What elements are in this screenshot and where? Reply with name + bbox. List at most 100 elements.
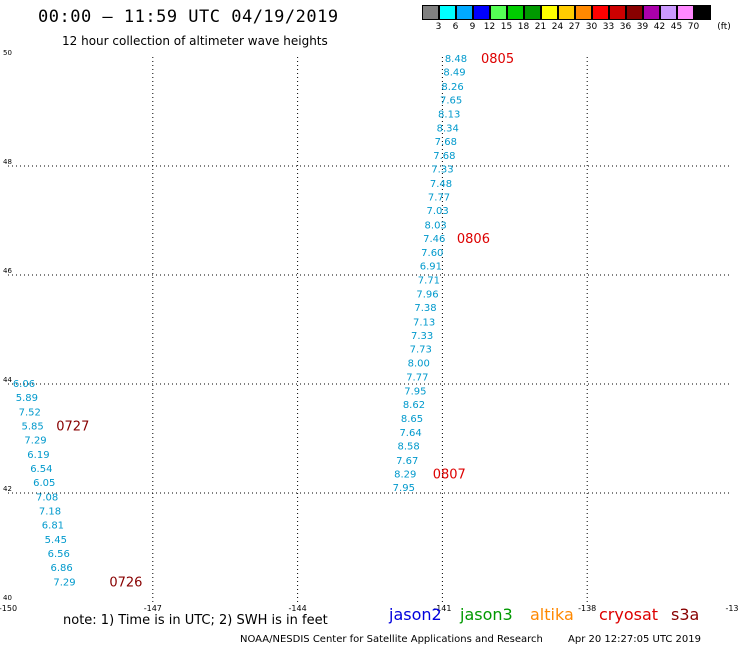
wave-height-value: 7.68 (433, 151, 455, 162)
pass-time-label: 0727 (56, 419, 89, 434)
wave-height-value: 5.45 (45, 535, 67, 546)
wave-height-value: 8.62 (403, 400, 425, 411)
scale-label: 39 (636, 22, 649, 32)
scale-swatch (541, 5, 558, 20)
x-tick-label: -138 (578, 604, 596, 613)
wave-height-value: 7.96 (416, 290, 438, 301)
wave-height-value: 7.77 (406, 372, 428, 383)
scale-swatch (660, 5, 677, 20)
wave-height-value: 7.65 (440, 96, 462, 107)
y-tick-label: 40 (3, 594, 12, 602)
wave-height-value: 8.58 (398, 442, 420, 453)
scale-swatch (558, 5, 575, 20)
wave-height-value: 8.34 (437, 123, 459, 134)
credit-text: NOAA/NESDIS Center for Satellite Applica… (240, 634, 543, 645)
x-tick-label: -150 (0, 604, 17, 613)
scale-swatch (439, 5, 456, 20)
pass-time-label: 0806 (457, 232, 490, 247)
scale-swatch (473, 5, 490, 20)
satellite-legend-altika: altika (530, 605, 574, 624)
scale-swatch (677, 5, 694, 20)
wave-height-value: 7.64 (399, 428, 421, 439)
wave-height-value: 7.46 (423, 234, 445, 245)
scale-label: 30 (585, 22, 598, 32)
satellite-legend-cryosat: cryosat (599, 605, 659, 624)
scale-label: 36 (619, 22, 632, 32)
scale-swatch (694, 5, 711, 20)
scale-swatch (422, 5, 439, 20)
scale-label: 70 (687, 22, 700, 32)
scale-swatch (609, 5, 626, 20)
scale-swatch (643, 5, 660, 20)
chart-title: 00:00 – 11:59 UTC 04/19/2019 (38, 7, 339, 27)
footnote: note: 1) Time is in UTC; 2) SWH is in fe… (63, 613, 328, 628)
wave-height-value: 6.54 (30, 464, 52, 475)
scale-swatch (524, 5, 541, 20)
wave-height-value: 5.85 (22, 421, 44, 432)
pass-time-label: 0805 (481, 52, 514, 67)
scale-swatch (507, 5, 524, 20)
scale-label: 45 (670, 22, 683, 32)
footer-credit: NOAA/NESDIS Center for Satellite Applica… (240, 634, 701, 645)
scale-label: 24 (551, 22, 564, 32)
scale-label: 6 (452, 22, 459, 32)
wave-height-value: 7.95 (393, 483, 415, 494)
chart-subtitle: 12 hour collection of altimeter wave hei… (62, 34, 328, 48)
scale-label: 3 (435, 22, 442, 32)
x-tick-label: -141 (433, 604, 451, 613)
satellite-legend-jason2: jason2 (389, 605, 442, 624)
wave-height-value: 6.06 (13, 379, 35, 390)
wave-height-value: 7.73 (410, 345, 432, 356)
scale-label: 33 (602, 22, 615, 32)
wave-height-value: 5.89 (16, 393, 38, 404)
x-tick-label: -147 (144, 604, 162, 613)
wave-height-value: 6.19 (27, 450, 49, 461)
scale-swatch (456, 5, 473, 20)
wave-height-value: 7.52 (19, 407, 41, 418)
wave-height-value: 7.33 (431, 165, 453, 176)
wave-height-value: 7.13 (413, 317, 435, 328)
wave-height-value: 7.68 (435, 137, 457, 148)
y-tick-label: 42 (3, 485, 12, 493)
wave-height-value: 7.77 (428, 193, 450, 204)
scale-label: 15 (500, 22, 513, 32)
scale-label: 27 (568, 22, 581, 32)
wave-height-value: 8.65 (401, 414, 423, 425)
scale-label: 18 (517, 22, 530, 32)
y-tick-label: 48 (3, 158, 12, 166)
pass-time-label: 0726 (109, 575, 142, 590)
wave-height-value: 8.48 (445, 54, 467, 65)
wave-height-value: 6.91 (420, 262, 442, 273)
x-tick-label: -144 (289, 604, 307, 613)
wave-height-value: 6.86 (50, 563, 72, 574)
wave-height-value: 7.48 (430, 179, 452, 190)
wave-height-value: 7.03 (426, 206, 448, 217)
wave-height-value: 8.03 (425, 220, 447, 231)
wave-height-value: 7.67 (396, 456, 418, 467)
wave-height-value: 7.60 (421, 248, 443, 259)
scale-swatch (592, 5, 609, 20)
wave-height-value: 8.49 (443, 68, 465, 79)
y-tick-label: 44 (3, 376, 12, 384)
wave-height-value: 8.00 (408, 359, 430, 370)
wave-height-value: 7.95 (404, 387, 426, 398)
wave-height-value: 8.13 (438, 110, 460, 121)
wave-height-value: 6.05 (33, 478, 55, 489)
satellite-legend-s3a: s3a (671, 605, 700, 624)
wave-height-color-scale (422, 5, 711, 20)
scale-swatch (490, 5, 507, 20)
wave-height-value: 7.18 (39, 506, 61, 517)
pass-time-label: 0807 (433, 467, 466, 482)
color-scale-labels: 3 6 9 12 15 18 21 24 27 30 33 36 39 42 45 70 (ft) (422, 22, 740, 34)
wave-height-value: 7.29 (24, 436, 46, 447)
wave-height-value: 8.29 (394, 469, 416, 480)
y-tick-label: 46 (3, 267, 12, 275)
wave-height-value: 8.26 (441, 82, 463, 93)
y-tick-label: 50 (3, 49, 12, 57)
wave-height-value: 7.38 (414, 303, 436, 314)
scale-swatch (575, 5, 592, 20)
satellite-legend-jason3: jason3 (460, 605, 513, 624)
scale-label: 42 (653, 22, 666, 32)
scale-label: 12 (483, 22, 496, 32)
wave-height-value: 7.33 (411, 331, 433, 342)
